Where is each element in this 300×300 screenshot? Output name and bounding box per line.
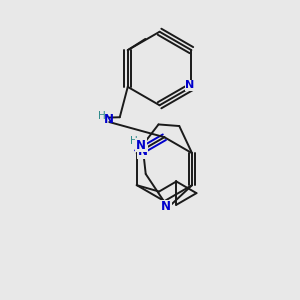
Text: N: N xyxy=(104,113,114,126)
Text: N: N xyxy=(136,139,146,152)
Text: N: N xyxy=(185,80,194,90)
Text: N: N xyxy=(161,200,171,213)
Text: H: H xyxy=(130,136,137,146)
Text: N: N xyxy=(137,145,148,158)
Text: H: H xyxy=(98,111,106,121)
